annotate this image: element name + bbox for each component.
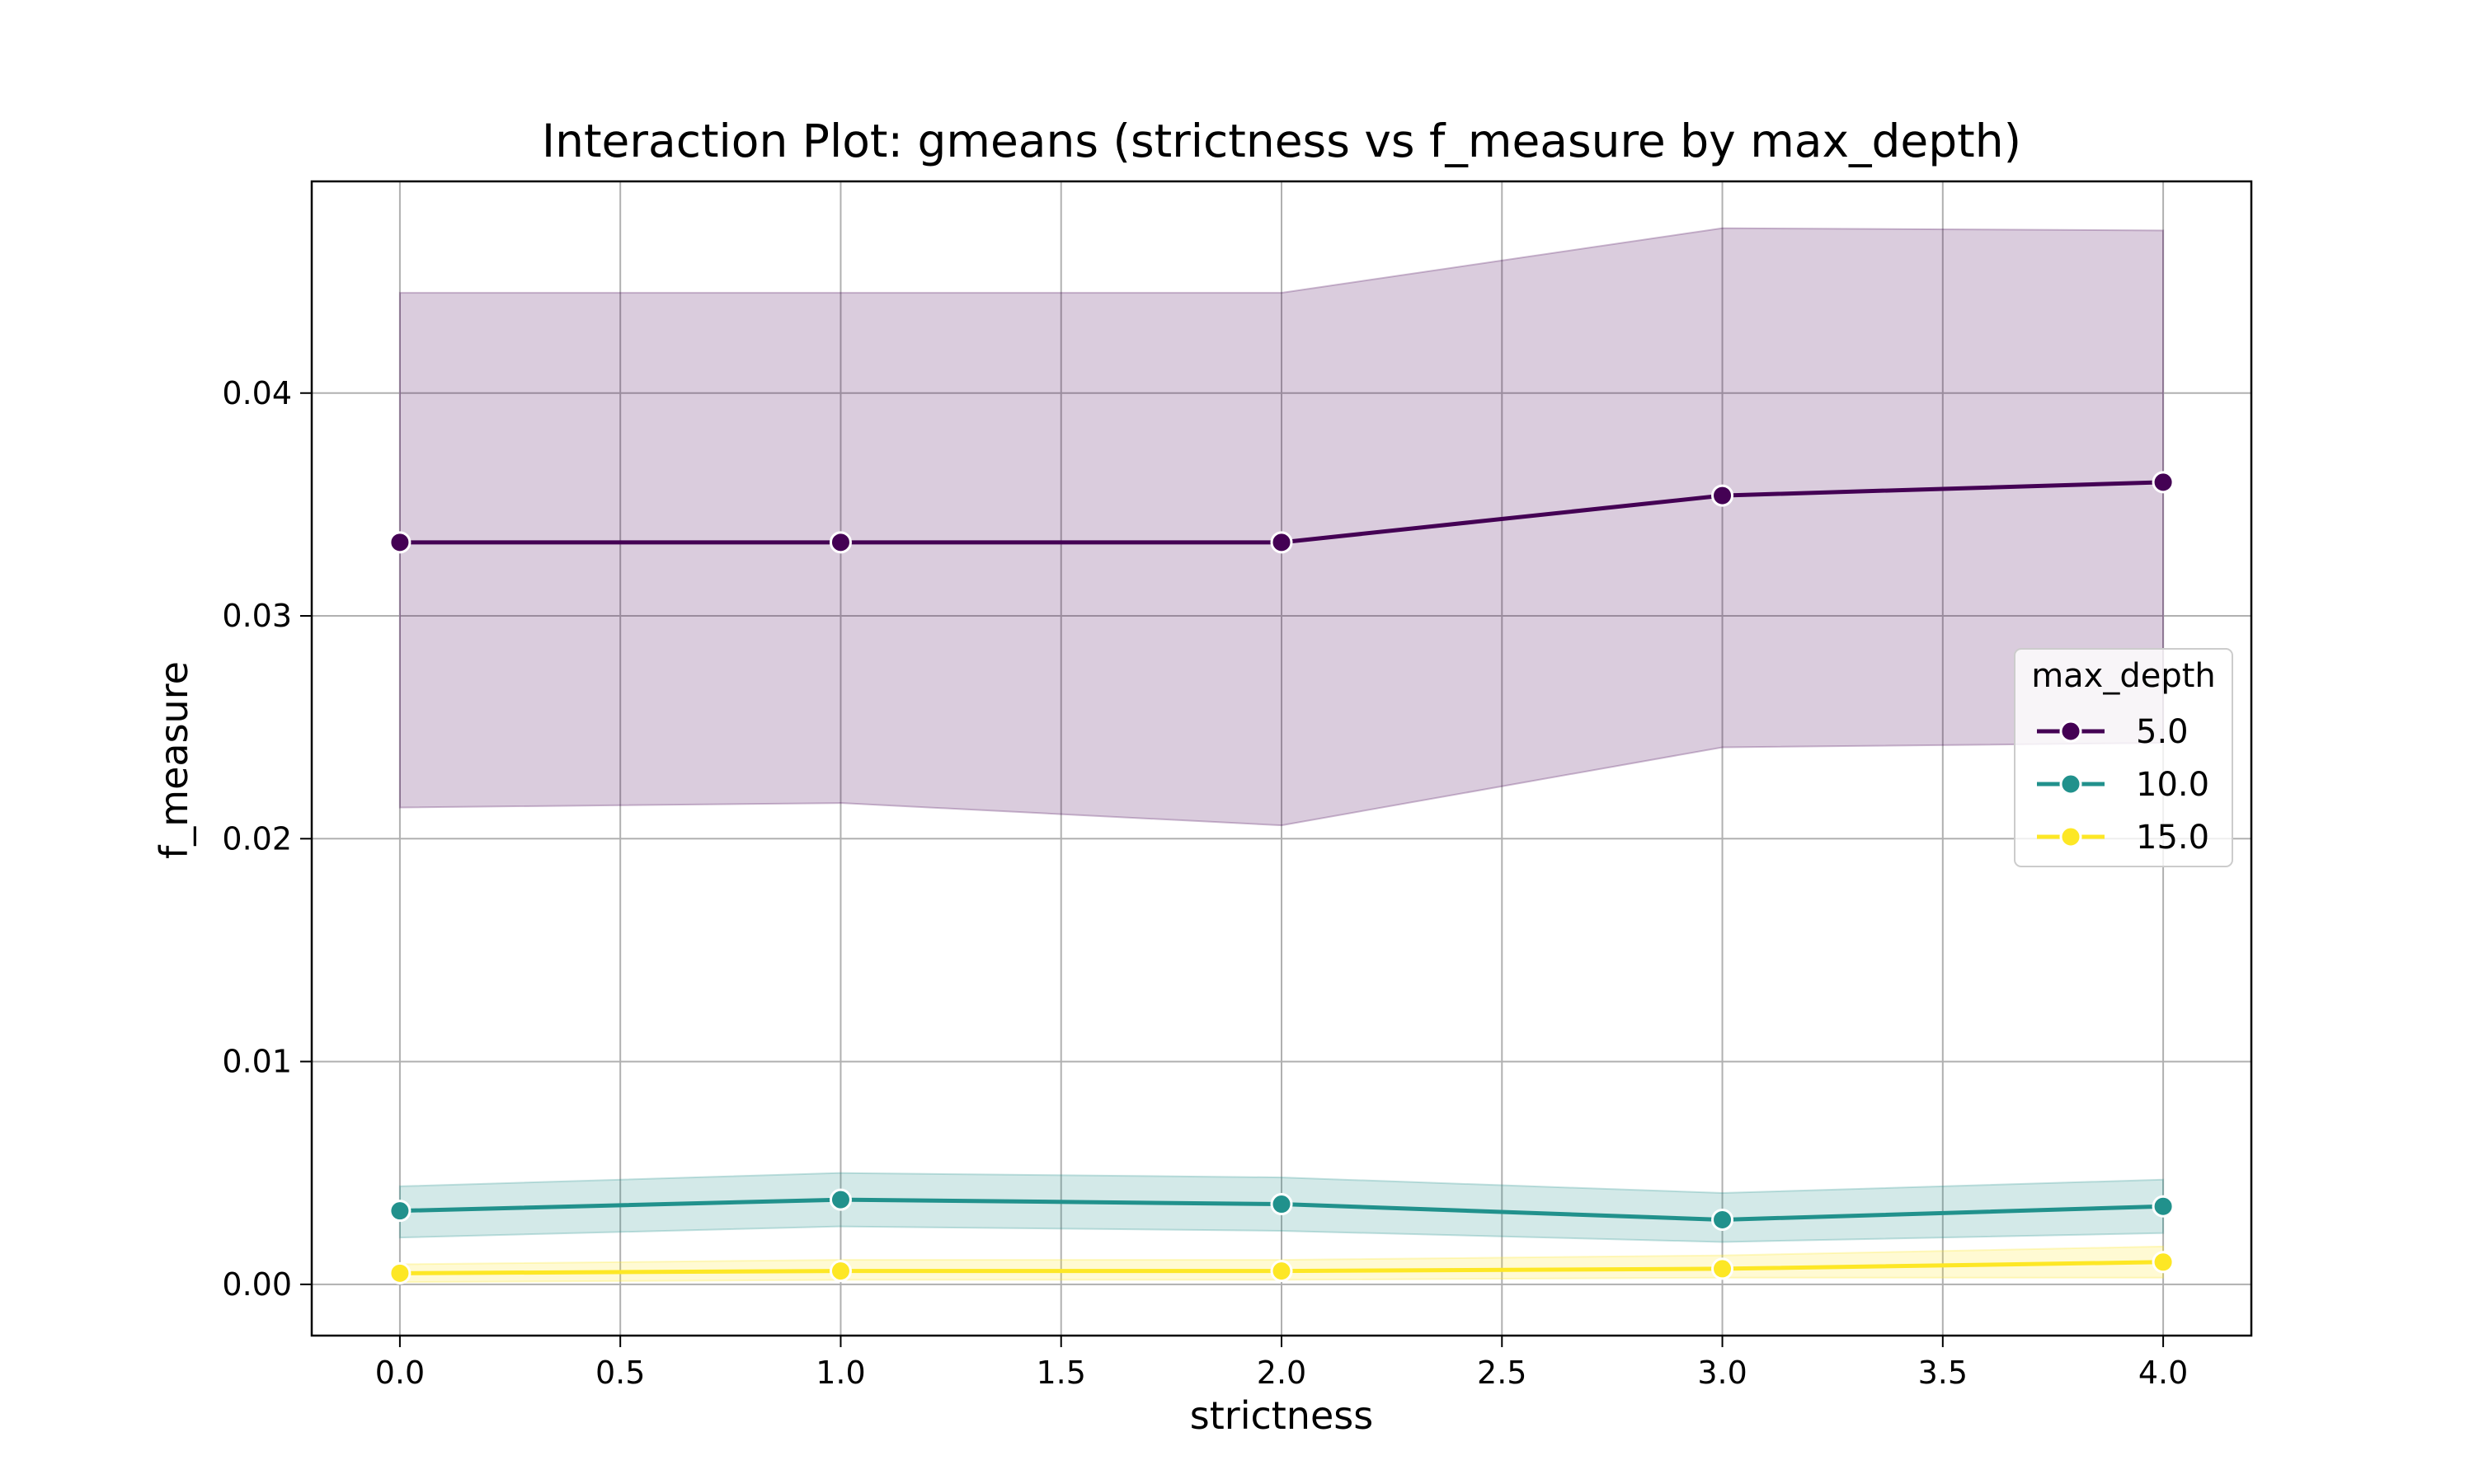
legend-label: 5.0	[2136, 713, 2189, 751]
series-points	[388, 471, 2175, 1284]
data-point-5.0	[829, 531, 852, 554]
legend-entries: 5.0 10.0 15.0	[2037, 713, 2209, 857]
legend-frame	[2014, 648, 2233, 867]
legend-swatch-marker	[2059, 720, 2082, 743]
y-tick-label: 0.03	[222, 598, 292, 634]
data-point-15.0	[2152, 1251, 2175, 1274]
x-tick-label: 3.5	[1918, 1355, 1968, 1391]
data-point-10.0	[2152, 1195, 2175, 1218]
data-point-15.0	[1270, 1260, 1293, 1283]
data-point-5.0	[1711, 484, 1734, 507]
data-point-10.0	[1711, 1208, 1734, 1231]
x-tick-label: 0.5	[595, 1355, 645, 1391]
x-tick-label: 1.5	[1037, 1355, 1086, 1391]
y-tick-label: 0.04	[222, 375, 292, 411]
x-tick-label: 2.0	[1257, 1355, 1306, 1391]
legend-entry-5.0: 5.0	[2037, 713, 2189, 751]
y-axis-label: f_measure	[152, 661, 196, 859]
legend-label: 10.0	[2136, 766, 2209, 804]
legend-label: 15.0	[2136, 819, 2209, 857]
ci-band-5.0	[398, 227, 2165, 827]
x-tick-label: 3.0	[1697, 1355, 1747, 1391]
legend-entry-15.0: 15.0	[2037, 819, 2209, 857]
data-point-15.0	[1711, 1257, 1734, 1280]
data-point-5.0	[388, 531, 412, 554]
legend-title: max_depth	[2031, 657, 2216, 695]
data-point-5.0	[1270, 531, 1293, 554]
x-tick-label: 4.0	[2138, 1355, 2188, 1391]
legend-swatch-marker	[2059, 825, 2082, 848]
data-point-10.0	[829, 1188, 852, 1211]
legend: max_depth 5.0 10.0 15.0	[2014, 648, 2233, 867]
data-point-5.0	[2152, 471, 2175, 494]
legend-swatch-marker	[2059, 773, 2082, 796]
x-tick-label: 0.0	[375, 1355, 425, 1391]
legend-entry-10.0: 10.0	[2037, 766, 2209, 804]
grid	[312, 181, 2251, 1336]
x-tick-label: 2.5	[1477, 1355, 1526, 1391]
y-tick-label: 0.02	[222, 820, 292, 857]
x-axis-label: strictness	[1190, 1393, 1373, 1438]
data-point-10.0	[1270, 1193, 1293, 1216]
axis-ticks: 0.0 0.5 1.0 1.5 2.0 2.5 3.0 3.5 4.0 0.00 0.01 0.02 0…	[222, 375, 2188, 1391]
y-tick-label: 0.01	[222, 1044, 292, 1080]
data-point-15.0	[829, 1260, 852, 1283]
y-tick-label: 0.00	[222, 1266, 292, 1303]
x-tick-label: 1.0	[816, 1355, 865, 1391]
data-point-15.0	[388, 1261, 412, 1284]
chart-title: Interaction Plot: gmeans (strictness vs …	[542, 115, 2021, 167]
data-point-10.0	[388, 1200, 412, 1223]
